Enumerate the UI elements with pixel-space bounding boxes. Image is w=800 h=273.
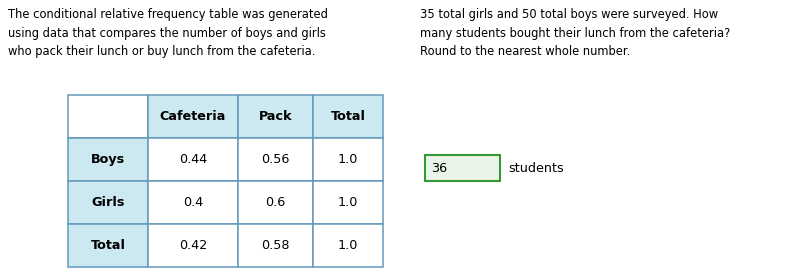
Text: 1.0: 1.0 xyxy=(338,239,358,252)
Text: Pack: Pack xyxy=(258,110,292,123)
Bar xyxy=(68,95,148,138)
Text: Total: Total xyxy=(90,239,126,252)
Text: The conditional relative frequency table was generated
using data that compares : The conditional relative frequency table… xyxy=(8,8,328,58)
Text: 36: 36 xyxy=(431,162,447,174)
Text: Total: Total xyxy=(330,110,366,123)
Bar xyxy=(68,138,148,181)
Bar xyxy=(238,224,313,267)
Bar xyxy=(148,138,238,181)
Text: Boys: Boys xyxy=(91,153,125,166)
Bar xyxy=(313,95,383,138)
Bar xyxy=(313,138,383,181)
Text: 1.0: 1.0 xyxy=(338,153,358,166)
Bar xyxy=(238,181,313,224)
Bar xyxy=(238,95,313,138)
Bar xyxy=(68,224,148,267)
Text: 0.56: 0.56 xyxy=(262,153,290,166)
Text: 1.0: 1.0 xyxy=(338,196,358,209)
Bar xyxy=(313,224,383,267)
Text: Cafeteria: Cafeteria xyxy=(160,110,226,123)
Bar xyxy=(425,155,500,181)
Text: Girls: Girls xyxy=(91,196,125,209)
Text: 0.42: 0.42 xyxy=(179,239,207,252)
Bar xyxy=(313,181,383,224)
Text: students: students xyxy=(508,162,564,174)
Text: 35 total girls and 50 total boys were surveyed. How
many students bought their l: 35 total girls and 50 total boys were su… xyxy=(420,8,730,58)
Text: 0.4: 0.4 xyxy=(183,196,203,209)
Text: 0.6: 0.6 xyxy=(266,196,286,209)
Bar xyxy=(68,181,148,224)
Bar xyxy=(238,138,313,181)
Bar xyxy=(148,181,238,224)
Bar xyxy=(148,224,238,267)
Bar xyxy=(148,95,238,138)
Text: 0.58: 0.58 xyxy=(262,239,290,252)
Text: 0.44: 0.44 xyxy=(179,153,207,166)
